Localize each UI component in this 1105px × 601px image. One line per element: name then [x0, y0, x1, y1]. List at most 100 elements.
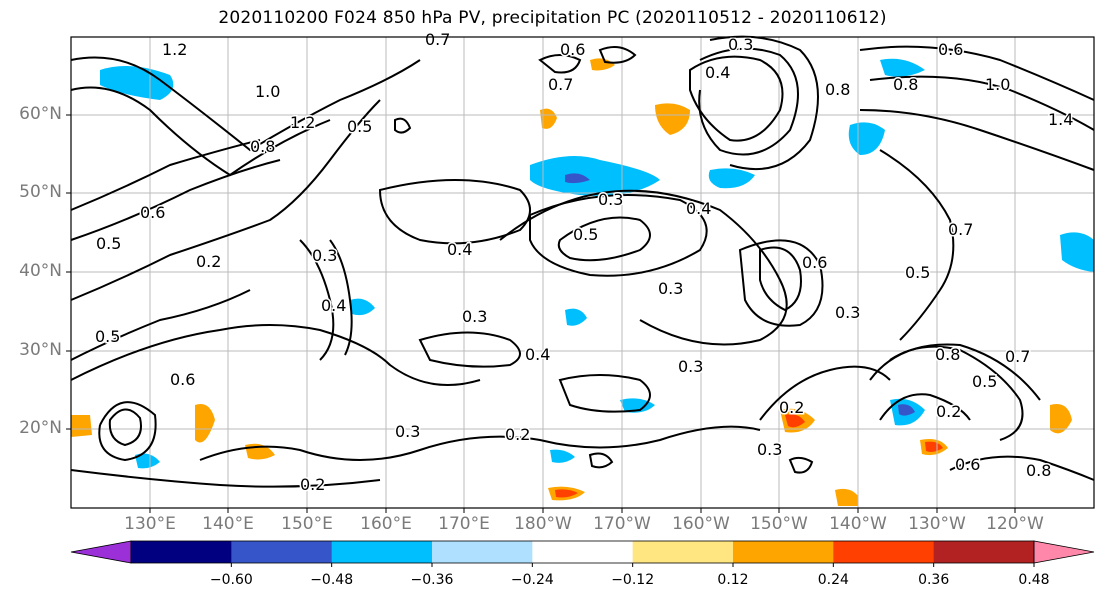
colorbar-segment — [632, 541, 734, 563]
pv-contour — [499, 189, 788, 346]
pv-contour — [698, 47, 799, 156]
contour-label: 0.3 — [462, 307, 487, 326]
contour-label: 0.5 — [972, 372, 997, 391]
precip-blue-patch — [880, 58, 925, 77]
pv-contour — [759, 365, 891, 421]
contour-label: 0.6 — [140, 203, 165, 222]
pv-contour — [394, 117, 412, 134]
contour-label: 0.6 — [955, 455, 980, 474]
pv-contour — [689, 55, 784, 142]
precip-blue-patch — [135, 453, 160, 469]
precip-blue-patch — [350, 298, 375, 316]
contour-label: 0.3 — [598, 190, 623, 209]
contour-label: 0.2 — [196, 252, 221, 271]
contour-label: 1.0 — [255, 82, 280, 101]
contour-label: 0.7 — [1005, 347, 1030, 366]
pv-contour — [588, 452, 614, 469]
contour-label: 0.2 — [779, 398, 804, 417]
pv-contour — [329, 239, 353, 356]
precip-blue-patch — [530, 156, 660, 196]
contour-label: 0.4 — [447, 240, 472, 259]
colorbar-tick-label: 0.60 — [1099, 572, 1105, 588]
contour-label: 0.3 — [835, 303, 860, 322]
contour-label: 0.6 — [802, 253, 827, 272]
contour-label: 0.3 — [757, 440, 782, 459]
contour-label: 0.3 — [678, 357, 703, 376]
colorbar — [70, 540, 1095, 567]
latitude-label: 40°N — [19, 261, 62, 281]
precip-blue-patch — [565, 308, 587, 326]
contour-label: 1.4 — [1048, 110, 1073, 129]
contour-label: 0.4 — [525, 345, 550, 364]
contour-label: 0.4 — [686, 199, 711, 218]
precip-orange-patch — [540, 108, 557, 129]
contour-label: 0.5 — [96, 234, 121, 253]
pv-contour — [70, 99, 381, 301]
contour-label: 0.5 — [95, 327, 120, 346]
longitude-label: 160°E — [360, 514, 412, 534]
pv-contour — [98, 401, 157, 462]
contour-label: 0.6 — [560, 40, 585, 59]
latitude-label: 30°N — [19, 340, 62, 360]
contour-label: 0.6 — [938, 40, 963, 59]
pv-contour — [70, 159, 281, 241]
colorbar-segment — [532, 541, 634, 563]
latitude-label: 20°N — [19, 418, 62, 438]
colorbar-tick-label: −0.48 — [310, 572, 354, 588]
precip-blue-patch — [1060, 232, 1094, 272]
pv-contour — [709, 35, 819, 171]
pv-contour — [199, 425, 761, 461]
precip-orange-patch — [655, 103, 690, 135]
pv-contour — [70, 289, 251, 361]
pv-contour — [529, 194, 708, 277]
pv-contour — [299, 239, 335, 361]
contour-label: 0.8 — [1026, 461, 1051, 480]
contour-label: 0.4 — [321, 296, 346, 315]
longitude-label: 170°W — [593, 514, 651, 534]
graticule — [71, 37, 1094, 508]
precip-orange-patch — [1050, 404, 1072, 434]
colorbar-frame — [130, 540, 1035, 564]
contour-label: 0.8 — [893, 75, 918, 94]
colorbar-max-arrow — [1033, 540, 1095, 564]
pv-contour — [70, 324, 481, 386]
pv-contour — [869, 343, 1041, 401]
colorbar-tick-label: 0.12 — [717, 572, 749, 588]
colorbar-segment — [131, 541, 232, 563]
precip-blue-patch — [550, 449, 575, 463]
precip-orange-patch — [195, 404, 215, 443]
contour-label-layer: 1.20.70.6 0.3 0.60.70.40.8 0.81.0 1.01.2 0.50… — [94, 29, 1075, 496]
pv-contour — [70, 139, 261, 211]
pv-contour — [378, 179, 531, 245]
contour-label: 0.2 — [936, 402, 961, 421]
colorbar-tick-label: −0.24 — [510, 572, 554, 588]
contour-label: 1.2 — [162, 40, 187, 59]
contour-label: 0.3 — [395, 422, 420, 441]
pv-contour — [538, 54, 582, 74]
colorbar-tick-label: 0.24 — [817, 572, 849, 588]
longitude-label: 140°W — [829, 514, 887, 534]
contour-label: 0.5 — [905, 263, 930, 282]
contour-label: 0.5 — [573, 225, 598, 244]
precip-red-patch — [925, 441, 943, 452]
pv-contour — [70, 469, 381, 488]
pv-contour — [869, 75, 1095, 131]
contour-label: 0.6 — [170, 370, 195, 389]
precip-orange-patch — [835, 488, 858, 506]
contour-label: 0.8 — [250, 137, 275, 156]
contour-label: 0.7 — [548, 75, 573, 94]
precip-navy-patch — [565, 173, 590, 184]
longitude-label: 180°W — [514, 514, 572, 534]
colorbar-segment — [833, 541, 935, 563]
precip-blue-patch — [620, 398, 655, 413]
colorbar-tick-label: 0.36 — [918, 572, 950, 588]
colorbar-segment — [331, 541, 433, 563]
contour-label: 0.5 — [347, 117, 372, 136]
pv-contour — [598, 45, 637, 64]
colorbar-segment — [231, 541, 333, 563]
longitude-label: 150°E — [281, 514, 333, 534]
contour-label: 0.2 — [300, 475, 325, 494]
pv-contour — [557, 216, 651, 262]
colorbar-min-arrow — [70, 540, 132, 564]
